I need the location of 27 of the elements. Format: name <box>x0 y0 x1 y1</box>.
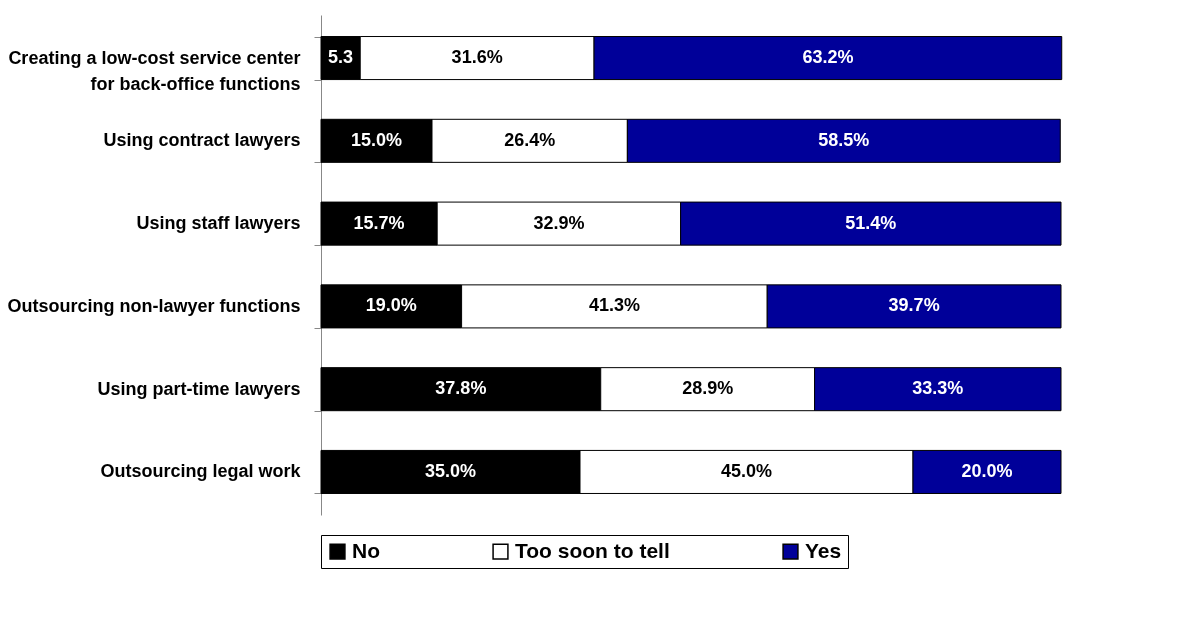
data-label: 5.3 <box>328 47 354 68</box>
data-label: 45.0% <box>720 460 773 481</box>
data-label: 32.9% <box>533 212 585 233</box>
data-label: 63.2% <box>802 47 854 68</box>
data-label: 31.6% <box>451 47 503 68</box>
data-label: 37.8% <box>435 378 487 399</box>
data-label: 39.7% <box>888 295 940 316</box>
legend-label: Too soon to tell <box>515 538 670 562</box>
data-label: 51.4% <box>845 212 897 233</box>
data-label: 41.3% <box>588 295 640 316</box>
data-label: 35.0% <box>424 460 477 481</box>
y-tick-label: Outsourcing legal work <box>100 461 302 482</box>
y-tick-label: Outsourcing non-lawyer functions <box>7 295 301 316</box>
y-tick-label: Using staff lawyers <box>136 213 301 234</box>
y-tick-label: Creating a low-cost service center for back-office functions <box>8 47 301 94</box>
data-label: 58.5% <box>818 129 870 150</box>
data-label: 33.3% <box>912 378 964 399</box>
data-label: 26.4% <box>504 129 556 150</box>
data-label: 19.0% <box>365 295 417 316</box>
data-label: 15.7% <box>353 212 405 233</box>
y-tick-label: Using part-time lawyers <box>97 378 301 399</box>
data-label: 28.9% <box>682 378 734 399</box>
data-label: 20.0% <box>961 460 1013 481</box>
legend-label: No <box>352 538 380 562</box>
y-tick-label: Using contract lawyers <box>103 130 301 151</box>
data-label: 15.0% <box>350 129 403 150</box>
legend-label: Yes <box>805 538 842 562</box>
